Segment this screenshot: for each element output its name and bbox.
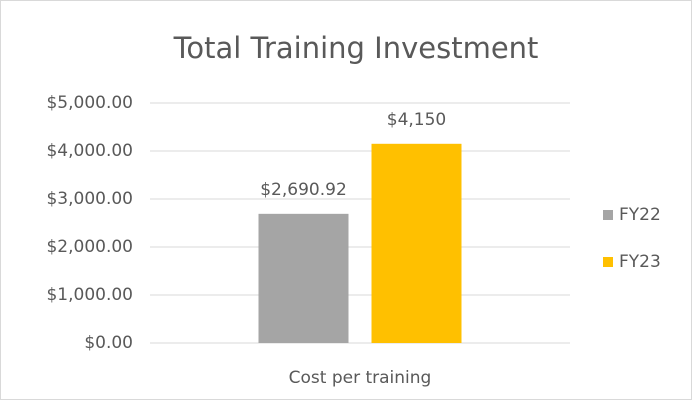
bar xyxy=(371,143,462,343)
x-tick-label: Cost per training xyxy=(289,368,432,388)
legend-label: FY22 xyxy=(619,205,661,225)
legend-swatch xyxy=(603,257,613,267)
chart-title: Total Training Investment xyxy=(173,31,539,65)
data-label: $4,150 xyxy=(387,110,446,130)
y-tick-label: $0.00 xyxy=(84,333,133,353)
data-label: $2,690.92 xyxy=(260,180,347,200)
y-tick-label: $1,000.00 xyxy=(46,285,133,305)
y-tick-label: $3,000.00 xyxy=(46,189,133,209)
legend-label: FY23 xyxy=(619,252,661,272)
bar xyxy=(258,213,349,343)
y-tick-label: $5,000.00 xyxy=(46,93,133,113)
y-tick-label: $4,000.00 xyxy=(46,141,133,161)
y-tick-label: $2,000.00 xyxy=(46,237,133,257)
legend-swatch xyxy=(603,210,613,220)
